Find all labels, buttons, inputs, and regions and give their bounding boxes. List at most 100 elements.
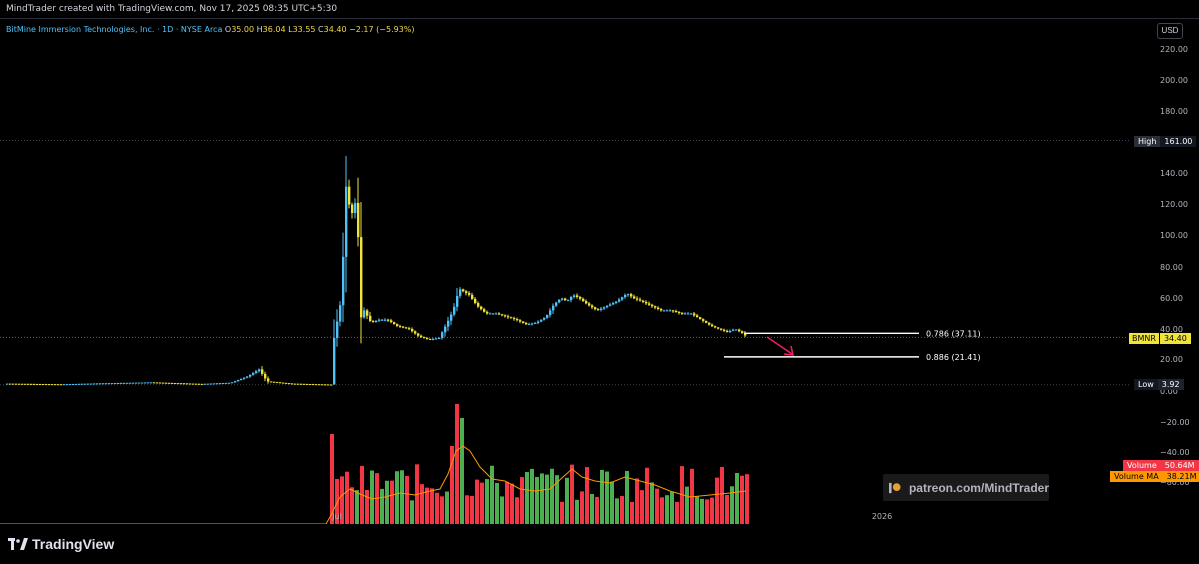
price-axis-label: 180.00 <box>1160 107 1188 116</box>
candle-body <box>204 383 207 385</box>
volume-bar <box>570 464 574 524</box>
volume-bar <box>480 482 484 524</box>
volume-bar <box>385 480 389 524</box>
candle-body <box>492 313 495 315</box>
tradingview-logo[interactable]: TradingView <box>8 536 114 552</box>
open-value: 35.00 <box>231 25 255 34</box>
candle-body <box>234 381 237 383</box>
candle-body <box>450 314 453 321</box>
volume-bar <box>730 486 734 524</box>
candle-body <box>468 293 471 295</box>
candle-body <box>27 383 30 385</box>
candle-body <box>417 333 420 336</box>
candle-body <box>585 301 588 304</box>
candle-body <box>123 382 126 384</box>
candle-body <box>195 383 198 385</box>
volume-bar <box>370 470 374 524</box>
volume-bar <box>345 471 349 524</box>
volume-bar <box>595 496 599 524</box>
volume-bar <box>710 497 714 524</box>
candle-body <box>51 384 54 386</box>
candle-body <box>477 303 480 307</box>
price-axis[interactable]: 220.00200.00180.00160.00140.00120.00100.… <box>1160 45 1190 487</box>
candle-body <box>357 202 360 238</box>
candle-body <box>621 297 624 300</box>
candle-body <box>561 298 564 300</box>
price-axis-label: 80.00 <box>1160 263 1183 272</box>
candle-body <box>45 384 48 386</box>
volume-axis-label: −80.00 <box>1160 478 1190 487</box>
volume-bar <box>550 468 554 524</box>
volume-bar <box>430 488 434 524</box>
candle-body <box>510 317 513 319</box>
candle-body <box>420 335 423 338</box>
candle-body <box>627 294 630 296</box>
candle-body <box>105 383 108 385</box>
candle-body <box>261 369 264 374</box>
candle-body <box>342 256 345 306</box>
volume-tag: Volume 50.64M <box>1123 460 1199 471</box>
candle-body <box>300 383 303 385</box>
patreon-watermark[interactable]: patreon.com/MindTrader <box>883 474 1049 501</box>
candle-body <box>663 310 666 312</box>
price-axis-label: 0.00 <box>1160 387 1178 396</box>
volume-bar <box>725 494 729 524</box>
volume-bar <box>590 493 594 524</box>
volume-bar <box>735 472 739 524</box>
candle-body <box>717 327 720 329</box>
candle-body <box>723 329 726 331</box>
price-chart[interactable]: 0.786 (37.11) 0.886 (21.41) 220.00 200.00 1… <box>0 19 1199 525</box>
candle-body <box>225 382 228 384</box>
candle-body <box>381 319 384 321</box>
candle-body <box>87 383 90 385</box>
candle-body <box>231 382 234 384</box>
volume-bar <box>620 495 624 524</box>
candle-body <box>282 382 285 384</box>
volume-bar <box>365 490 369 524</box>
candle-body <box>558 299 561 303</box>
candle-body <box>141 382 144 384</box>
candle-body <box>657 307 660 310</box>
price-axis-label: 200.00 <box>1160 76 1188 85</box>
candle-body <box>330 384 333 386</box>
candle-body <box>306 383 309 385</box>
currency-button[interactable]: USD <box>1157 23 1183 39</box>
candle-body <box>222 383 225 385</box>
volume-bar <box>330 434 334 524</box>
candle-body <box>264 373 267 379</box>
candle-body <box>60 384 63 386</box>
candle-body <box>114 383 117 385</box>
volume-bar <box>625 470 629 524</box>
overlays: 0.786 (37.11) 0.886 (21.41) <box>724 329 981 362</box>
candle-body <box>297 383 300 385</box>
candle-body <box>339 305 342 322</box>
candle-body <box>192 383 195 385</box>
chart-area[interactable]: 0.786 (37.11) 0.886 (21.41) 220.00 200.00 1… <box>0 18 1199 525</box>
candle-body <box>612 302 615 305</box>
candle-body <box>432 338 435 340</box>
volume-bar <box>660 497 664 524</box>
candle-body <box>687 313 690 315</box>
volume-bar <box>485 479 489 524</box>
volume-bar <box>695 496 699 524</box>
time-axis[interactable]: Jul 2026 <box>331 512 892 521</box>
candle-body <box>522 321 525 323</box>
candle-body <box>249 374 252 377</box>
arrow-line <box>766 336 793 355</box>
candle-body <box>108 383 111 385</box>
candle-body <box>180 383 183 385</box>
candle-body <box>555 302 558 306</box>
candle-body <box>30 383 33 385</box>
candle-body <box>507 316 510 318</box>
candle-body <box>81 383 84 385</box>
symbol-name[interactable]: BitMine Immersion Technologies, Inc. · 1… <box>6 25 223 34</box>
candle-body <box>540 319 543 322</box>
candle-body <box>99 383 102 385</box>
candle-body <box>564 298 567 301</box>
candle-body <box>324 384 327 386</box>
candle-body <box>240 378 243 381</box>
patreon-text: patreon.com/MindTrader <box>908 480 1049 495</box>
candle-body <box>279 382 282 384</box>
change-value: −2.17 (−5.93%) <box>349 25 415 34</box>
volume-bar <box>335 479 339 524</box>
